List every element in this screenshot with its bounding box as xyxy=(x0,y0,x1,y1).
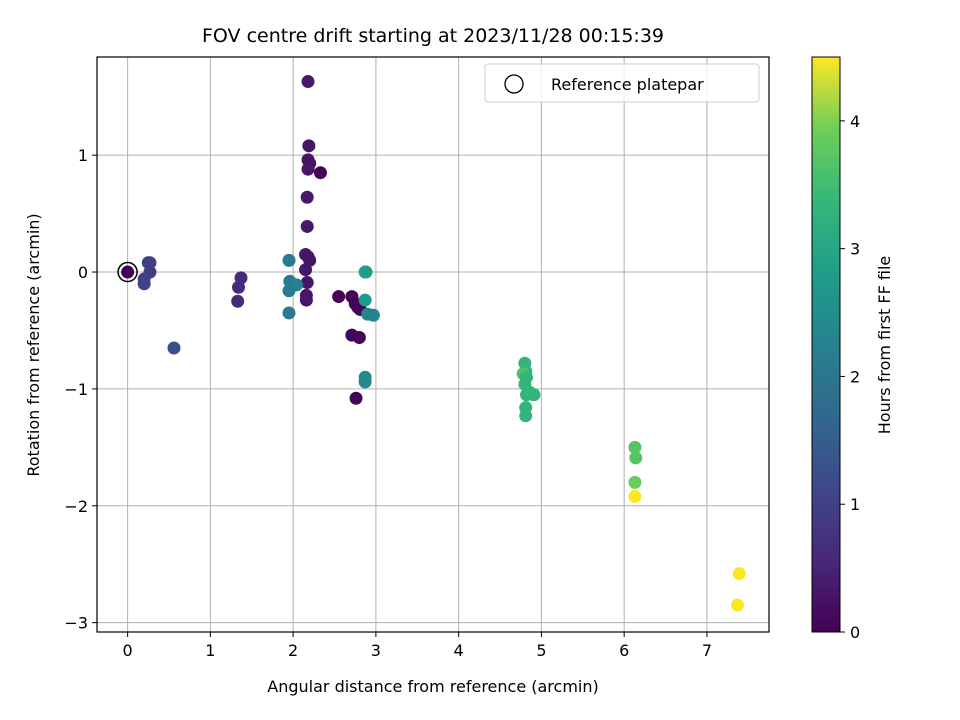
colorbar-tick-label: 1 xyxy=(850,495,860,514)
data-point xyxy=(732,567,746,581)
colorbar-gradient xyxy=(811,56,841,633)
data-point xyxy=(629,451,643,465)
data-point xyxy=(332,290,346,304)
y-tick-label: 1 xyxy=(78,146,88,165)
data-point xyxy=(299,263,313,277)
data-point xyxy=(313,166,327,180)
x-axis-label: Angular distance from reference (arcmin) xyxy=(267,677,598,696)
data-point xyxy=(302,139,316,153)
legend-entry-reference-platepar: Reference platepar xyxy=(551,75,704,94)
data-point xyxy=(300,276,314,290)
x-tick-label: 0 xyxy=(123,641,133,660)
reference-platepar-marker xyxy=(117,261,138,283)
x-tick-label: 5 xyxy=(536,641,546,660)
data-point xyxy=(519,409,533,423)
data-point xyxy=(300,190,314,204)
x-tick-label: 1 xyxy=(205,641,215,660)
x-tick-label: 6 xyxy=(619,641,629,660)
data-point xyxy=(358,293,372,307)
y-tick-label: −2 xyxy=(64,497,88,516)
x-tick-label: 4 xyxy=(454,641,464,660)
colorbar-tick-label: 2 xyxy=(850,367,860,386)
data-point xyxy=(352,330,366,344)
legend: Reference platepar xyxy=(484,63,760,103)
data-point xyxy=(167,341,181,355)
x-tick-label: 2 xyxy=(288,641,298,660)
data-points xyxy=(121,75,746,612)
legend-marker-icon xyxy=(504,74,524,94)
colorbar-tick-label: 4 xyxy=(850,112,860,131)
y-axis-label: Rotation from reference (arcmin) xyxy=(24,213,43,476)
colorbar-ticks: 0 1 2 3 4 xyxy=(840,112,860,642)
data-point xyxy=(520,388,534,402)
data-point xyxy=(282,253,296,267)
data-point xyxy=(628,489,642,503)
data-point xyxy=(628,440,642,454)
reference-marker xyxy=(117,261,138,283)
y-tick-label: −3 xyxy=(64,614,88,633)
data-point xyxy=(143,256,157,270)
data-point xyxy=(628,475,642,489)
y-tick-label: 0 xyxy=(78,263,88,282)
data-point xyxy=(300,219,314,233)
plot-area: 0 1 2 3 4 5 6 7 −3 −2 −1 0 1 xyxy=(64,56,770,660)
data-point xyxy=(231,294,245,308)
data-point xyxy=(301,162,315,176)
y-axis-ticks: −3 −2 −1 0 1 xyxy=(64,146,97,633)
colorbar-tick-label: 0 xyxy=(850,623,860,642)
data-point xyxy=(358,375,372,389)
plot-frame xyxy=(96,56,770,633)
data-point xyxy=(731,598,745,612)
x-axis-ticks: 0 1 2 3 4 5 6 7 xyxy=(123,632,712,660)
data-point xyxy=(282,306,296,320)
grid-lines xyxy=(97,57,769,632)
y-tick-label: −1 xyxy=(64,380,88,399)
data-point xyxy=(137,277,151,291)
data-point xyxy=(299,293,313,307)
data-point xyxy=(282,284,296,298)
legend-box xyxy=(484,63,760,103)
chart-title: FOV centre drift starting at 2023/11/28 … xyxy=(202,25,664,47)
colorbar: 0 1 2 3 4 Hours from first FF file xyxy=(811,56,894,642)
x-tick-label: 3 xyxy=(371,641,381,660)
x-tick-label: 7 xyxy=(702,641,712,660)
data-point xyxy=(359,265,373,279)
data-point xyxy=(301,75,315,89)
data-point xyxy=(349,391,363,405)
data-point xyxy=(121,265,135,279)
data-point xyxy=(232,280,246,294)
colorbar-tick-label: 3 xyxy=(850,240,860,259)
colorbar-label: Hours from first FF file xyxy=(875,256,894,435)
data-point xyxy=(366,308,380,322)
